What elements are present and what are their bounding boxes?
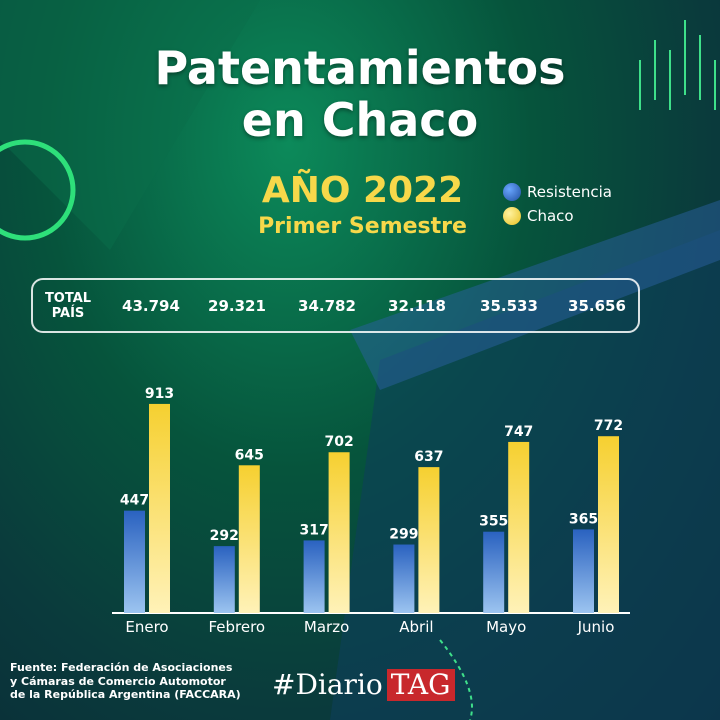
x-tick-label: Abril [399, 618, 433, 636]
legend-item-resistencia: Resistencia [503, 183, 612, 201]
data-label: 447 [120, 493, 149, 509]
x-tick-label: Enero [125, 618, 168, 636]
legend-item-chaco: Chaco [503, 207, 574, 225]
bar-resistencia-abril [393, 544, 415, 613]
data-label: 772 [594, 418, 623, 434]
title-line-2: en Chaco [241, 93, 479, 147]
bar-resistencia-marzo [303, 540, 325, 613]
source-line: y Cámaras de Comercio Automotor [10, 674, 226, 688]
page-title: Patentamientos en Chaco [0, 42, 720, 146]
total-value: 35.533 [480, 297, 538, 315]
x-tick-label: Mayo [486, 618, 526, 636]
bar-resistencia-enero [124, 510, 145, 613]
data-label: 365 [569, 511, 598, 527]
totals-box: TOTAL PAÍS 43.794 29.321 34.782 32.118 35… [31, 278, 640, 333]
legend-label: Chaco [527, 207, 574, 225]
data-label: 292 [210, 528, 239, 544]
circle-decoration [0, 139, 76, 241]
bar-chaco-mayo [508, 441, 530, 613]
bar-chaco-abril [418, 467, 440, 613]
bar-resistencia-mayo [483, 531, 505, 613]
legend-dot-icon [503, 207, 521, 225]
total-value: 34.782 [298, 297, 356, 315]
totals-label: TOTAL PAÍS [33, 291, 103, 321]
bar-chaco-febrero [238, 465, 260, 613]
data-label: 637 [414, 449, 443, 465]
bar-resistencia-junio [573, 529, 594, 613]
subtitle: Primer Semestre [258, 214, 467, 239]
bar-chaco-marzo [328, 452, 350, 613]
legend-label: Resistencia [527, 183, 612, 201]
source-note: Fuente: Federación de Asociaciones y Cáma… [10, 661, 241, 702]
source-line: de la República Argentina (FACCARA) [10, 688, 241, 701]
x-tick-label: Marzo [304, 618, 349, 636]
totals-label-line: TOTAL [44, 290, 92, 306]
source-line: Fuente: Federación de Asociaciones [10, 661, 233, 674]
total-value: 32.118 [388, 297, 446, 315]
year-label: AÑO 2022 [261, 170, 464, 211]
title-line-1: Patentamientos [154, 41, 566, 95]
data-label: 702 [324, 434, 353, 450]
legend-dot-icon [503, 183, 521, 201]
bar-chaco-junio [598, 436, 619, 613]
total-value: 35.656 [568, 297, 626, 315]
totals-label-line: PAÍS [51, 305, 85, 321]
brand-hash: #Diario [272, 668, 383, 701]
x-tick-label: Junio [577, 618, 615, 636]
data-label: 317 [299, 522, 328, 538]
total-value: 43.794 [122, 297, 180, 315]
brand-tag: TAG [386, 668, 455, 701]
data-label: 299 [389, 527, 418, 543]
bar-chaco-enero [149, 403, 170, 613]
data-label: 747 [504, 424, 533, 440]
bar-resistencia-febrero [213, 546, 235, 613]
x-tick-label: Febrero [208, 618, 265, 636]
total-value: 29.321 [208, 297, 266, 315]
data-label: 913 [145, 386, 174, 402]
data-label: 645 [235, 447, 264, 463]
data-label: 355 [479, 514, 508, 530]
brand-logo: #Diario TAG [272, 668, 455, 701]
